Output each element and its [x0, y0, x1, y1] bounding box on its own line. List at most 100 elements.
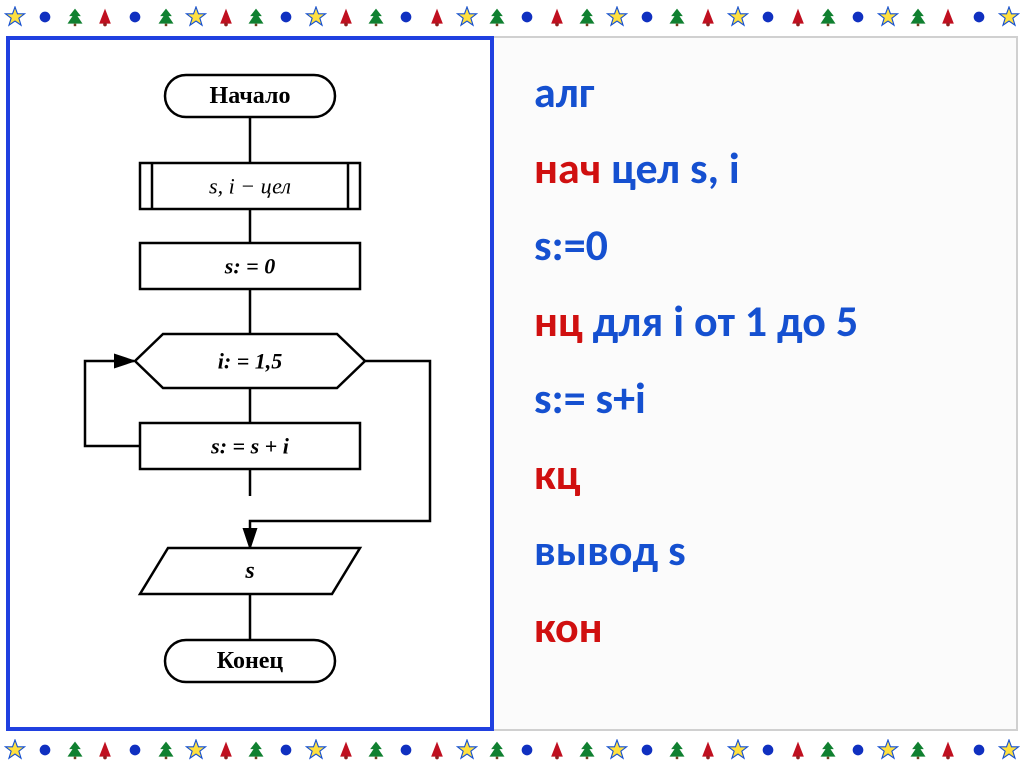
flowchart-panel: Начало s, i − цел s: = 0 i: = 1,5 s: = s + i…: [6, 36, 494, 731]
ornament-dot-blue: [124, 739, 146, 761]
ornament-star: [4, 739, 26, 761]
ornament-dot-blue: [395, 6, 417, 28]
ornament-star: [606, 739, 628, 761]
code-line-5: кц: [534, 450, 986, 498]
code-token: кон: [534, 600, 603, 654]
ornament-dot-blue: [516, 6, 538, 28]
ornament-bell: [697, 739, 719, 761]
ornament-dot-blue: [636, 6, 658, 28]
node-label: i: = 1,5: [218, 349, 282, 374]
ornament-tree: [155, 6, 177, 28]
node-label: s: = s + i: [210, 434, 290, 459]
flowchart-svg: Начало s, i − цел s: = 0 i: = 1,5 s: = s + i…: [10, 40, 490, 727]
code-line-7: кон: [534, 603, 986, 651]
ornament-bell: [94, 6, 116, 28]
ornament-tree: [666, 6, 688, 28]
ornament-dot-blue: [968, 6, 990, 28]
code-token: нач: [534, 141, 601, 195]
ornament-tree: [576, 6, 598, 28]
ornament-dot-blue: [847, 739, 869, 761]
ornament-dot-blue: [275, 6, 297, 28]
code-line-0: алг: [534, 68, 986, 116]
ornament-star: [606, 6, 628, 28]
ornament-tree: [155, 739, 177, 761]
node-out: s: [140, 548, 360, 594]
code-token: вывод s: [534, 523, 686, 577]
ornament-tree: [64, 739, 86, 761]
ornament-bell: [937, 739, 959, 761]
code-token: для i от 1 до 5: [583, 294, 858, 348]
ornament-star: [185, 739, 207, 761]
ornament-tree: [365, 739, 387, 761]
ornament-dot-blue: [757, 6, 779, 28]
ornament-bell: [215, 6, 237, 28]
ornament-bell: [937, 6, 959, 28]
code-token: кц: [534, 447, 581, 501]
ornament-tree: [907, 739, 929, 761]
ornament-tree: [817, 6, 839, 28]
node-end: Конец: [165, 640, 335, 682]
ornament-dot-blue: [275, 739, 297, 761]
node-label: Конец: [217, 648, 284, 674]
ornament-dot-blue: [34, 739, 56, 761]
ornament-dot-blue: [757, 739, 779, 761]
ornament-dot-blue: [847, 6, 869, 28]
ornament-bell: [546, 739, 568, 761]
ornament-tree: [64, 6, 86, 28]
ornament-tree: [245, 6, 267, 28]
code-token: алг: [534, 65, 594, 119]
ornament-bell: [335, 6, 357, 28]
ornament-star: [727, 6, 749, 28]
node-init: s: = 0: [140, 243, 360, 289]
node-body: s: = s + i: [140, 423, 360, 469]
ornament-bell: [335, 739, 357, 761]
ornament-star: [877, 6, 899, 28]
code-line-4: s:= s+i: [534, 374, 986, 422]
ornament-tree: [486, 6, 508, 28]
ornament-dot-blue: [516, 739, 538, 761]
ornament-dot-blue: [124, 6, 146, 28]
ornament-tree: [365, 6, 387, 28]
ornament-dot-blue: [636, 739, 658, 761]
ornament-tree: [576, 739, 598, 761]
ornament-tree: [666, 739, 688, 761]
ornament-bell: [94, 739, 116, 761]
ornament-dot-blue: [968, 739, 990, 761]
ornament-star: [456, 739, 478, 761]
code-line-2: s:=0: [534, 221, 986, 269]
code-token: s:=0: [534, 218, 608, 272]
node-decl: s, i − цел: [140, 163, 360, 209]
node-loop: i: = 1,5: [135, 334, 365, 388]
ornament-tree: [907, 6, 929, 28]
ornament-bottom: [0, 733, 1024, 767]
ornament-bell: [215, 739, 237, 761]
code-token: цел s, i: [601, 141, 740, 195]
ornament-bell: [426, 6, 448, 28]
node-label: Начало: [210, 83, 291, 109]
ornament-tree: [245, 739, 267, 761]
edge: [85, 361, 140, 446]
node-start: Начало: [165, 75, 335, 117]
ornament-top: [0, 0, 1024, 34]
ornament-bell: [787, 739, 809, 761]
ornament-star: [305, 739, 327, 761]
ornament-star: [185, 6, 207, 28]
code-token: s:= s+i: [534, 371, 646, 425]
ornament-star: [456, 6, 478, 28]
ornament-tree: [486, 739, 508, 761]
code-panel: алг нач цел s, i s:=0 нц для i от 1 до 5 s:=…: [494, 38, 1016, 729]
code-token: нц: [534, 294, 583, 348]
ornament-star: [727, 739, 749, 761]
ornament-dot-blue: [395, 739, 417, 761]
ornament-star: [998, 739, 1020, 761]
code-line-1: нач цел s, i: [534, 144, 986, 192]
ornament-star: [305, 6, 327, 28]
ornament-bell: [546, 6, 568, 28]
node-label: s: [244, 558, 254, 584]
code-line-6: вывод s: [534, 526, 986, 574]
ornament-dot-blue: [34, 6, 56, 28]
ornament-tree: [817, 739, 839, 761]
ornament-star: [998, 6, 1020, 28]
ornament-bell: [426, 739, 448, 761]
ornament-star: [4, 6, 26, 28]
